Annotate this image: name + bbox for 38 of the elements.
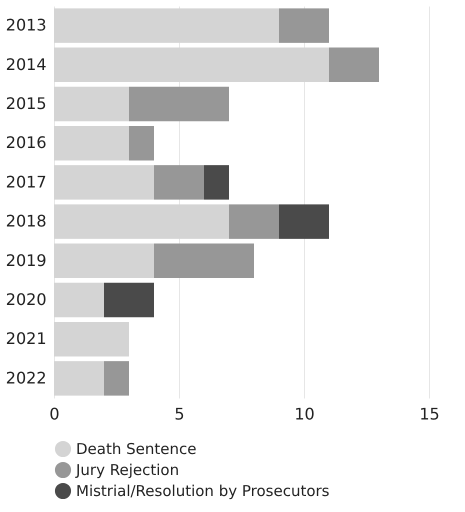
x-tick-label: 15 bbox=[419, 404, 440, 424]
bar bbox=[329, 48, 379, 82]
bar bbox=[104, 361, 129, 396]
y-tick-label: 2019 bbox=[6, 250, 46, 270]
x-tick-label: 0 bbox=[49, 404, 60, 424]
bar bbox=[54, 86, 129, 122]
y-tick-label: 2014 bbox=[6, 54, 46, 74]
y-tick-label: 2018 bbox=[6, 212, 46, 231]
bar bbox=[229, 204, 279, 239]
bar bbox=[54, 282, 104, 318]
bar bbox=[54, 8, 279, 43]
bar bbox=[54, 165, 154, 200]
bar bbox=[204, 165, 229, 200]
bar bbox=[54, 126, 129, 160]
bar bbox=[54, 244, 154, 278]
bar bbox=[279, 204, 329, 239]
x-tick-label: 5 bbox=[174, 404, 185, 424]
bar bbox=[129, 126, 154, 160]
bar bbox=[54, 48, 329, 82]
legend-label: Jury Rejection bbox=[75, 461, 180, 479]
y-tick-label: 2017 bbox=[6, 172, 46, 192]
legend-label: Death Sentence bbox=[76, 440, 196, 458]
bar bbox=[154, 165, 204, 200]
bar bbox=[279, 8, 329, 43]
y-tick-label: 2016 bbox=[6, 133, 46, 152]
y-tick-label: 2021 bbox=[6, 329, 46, 348]
bar bbox=[129, 86, 229, 122]
y-tick-label: 2015 bbox=[6, 94, 46, 113]
bar bbox=[54, 322, 129, 356]
y-tick-label: 2013 bbox=[6, 16, 46, 35]
bar bbox=[54, 204, 229, 239]
legend-label: Mistrial/Resolution by Prosecutors bbox=[76, 482, 330, 500]
x-tick-label: 10 bbox=[294, 404, 315, 424]
bar bbox=[54, 361, 104, 396]
y-tick-label: 2020 bbox=[6, 290, 46, 309]
bar bbox=[154, 244, 254, 278]
y-tick-label: 2022 bbox=[6, 368, 46, 388]
bar bbox=[104, 282, 154, 318]
